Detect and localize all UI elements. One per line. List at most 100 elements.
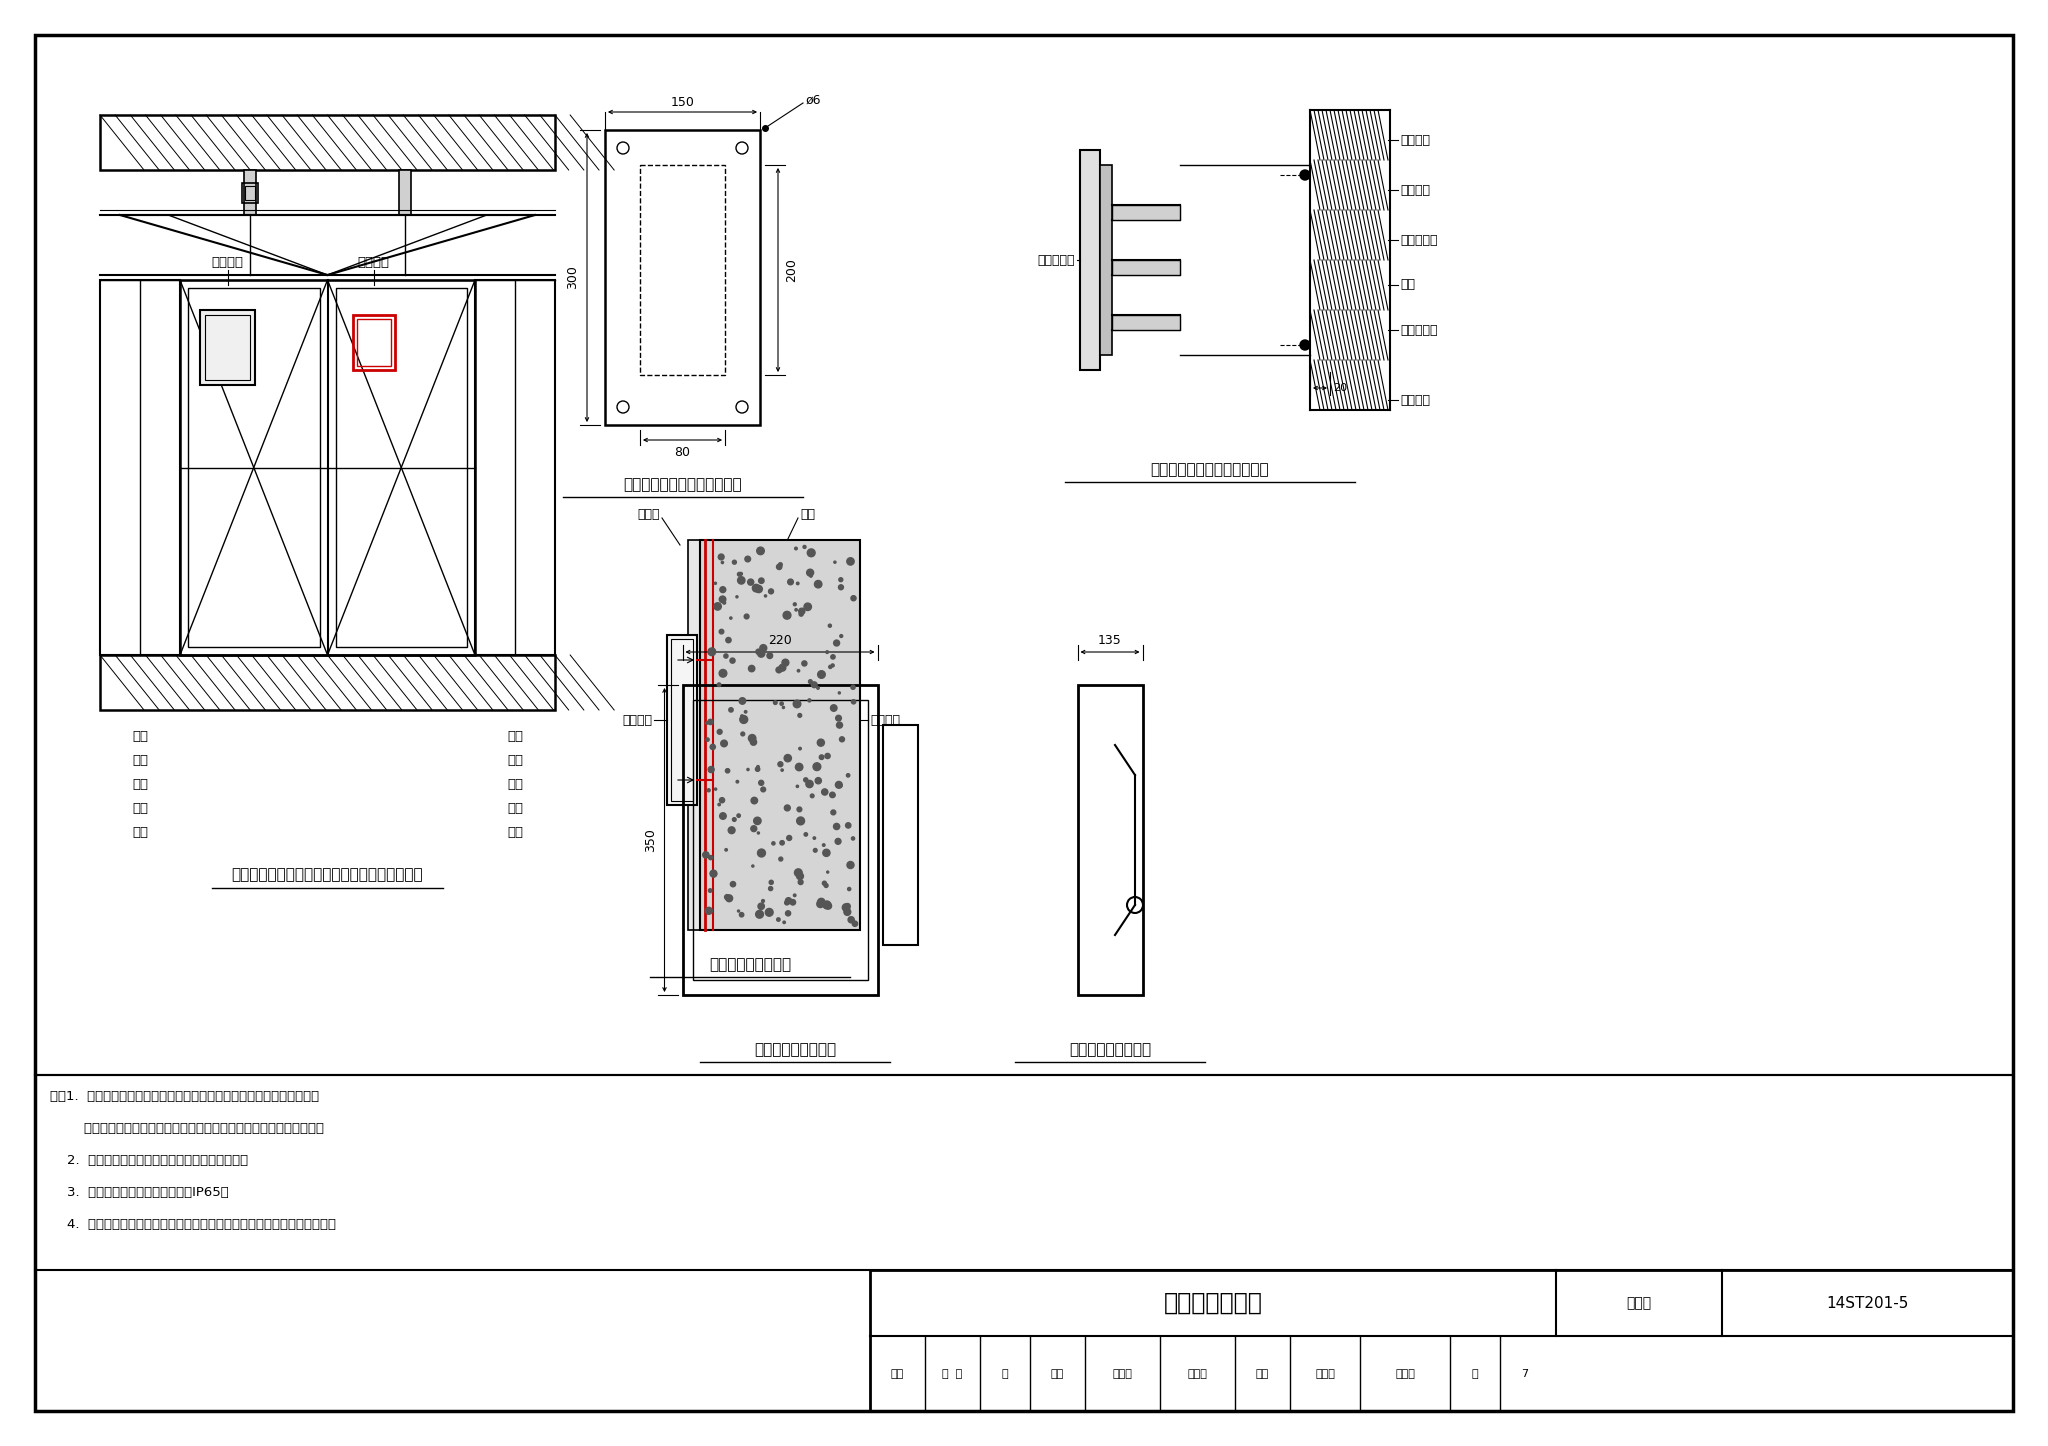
Circle shape	[735, 781, 739, 782]
Bar	[399, 171, 412, 215]
Text: 4.  区间电话机安装板应垂直于轨平面，且区间电话机安装不应超出界限。: 4. 区间电话机安装板应垂直于轨平面，且区间电话机安装不应超出界限。	[49, 1218, 336, 1231]
Circle shape	[817, 671, 825, 678]
Circle shape	[776, 667, 782, 672]
Circle shape	[817, 898, 825, 905]
Bar	[1079, 150, 1100, 370]
Circle shape	[741, 732, 745, 736]
Circle shape	[817, 687, 819, 690]
Circle shape	[758, 831, 760, 834]
Circle shape	[754, 817, 762, 824]
Text: 刘世杰: 刘世杰	[1315, 1368, 1335, 1378]
Circle shape	[707, 737, 709, 742]
Circle shape	[766, 908, 772, 917]
Circle shape	[834, 823, 840, 830]
Circle shape	[729, 827, 735, 834]
Circle shape	[758, 547, 764, 555]
Circle shape	[809, 680, 813, 684]
Circle shape	[803, 545, 807, 548]
Circle shape	[813, 849, 817, 852]
Bar	[672, 639, 692, 801]
Bar	[688, 539, 700, 930]
Circle shape	[717, 683, 721, 687]
Text: 300: 300	[567, 266, 580, 289]
Text: 隧道壁区间电话支架侧立面图: 隧道壁区间电话支架侧立面图	[1151, 463, 1270, 477]
Bar	[205, 315, 250, 380]
Circle shape	[729, 658, 735, 664]
Text: 膨胀螺栓: 膨胀螺栓	[870, 713, 899, 726]
Circle shape	[786, 911, 791, 915]
Circle shape	[743, 615, 750, 619]
Circle shape	[846, 823, 850, 829]
Bar	[100, 655, 555, 710]
Circle shape	[836, 722, 842, 729]
Circle shape	[739, 573, 743, 576]
Circle shape	[838, 691, 840, 694]
Text: 膨胀螺栓: 膨胀螺栓	[1401, 393, 1430, 406]
Bar	[639, 165, 725, 375]
Circle shape	[799, 609, 805, 615]
Bar	[668, 635, 696, 805]
Circle shape	[705, 722, 709, 724]
Text: 隧道壁区间电话支架正立面图: 隧道壁区间电话支架正立面图	[623, 477, 741, 493]
Circle shape	[793, 894, 797, 897]
Circle shape	[815, 778, 821, 784]
Circle shape	[821, 790, 827, 795]
Circle shape	[733, 560, 737, 564]
Circle shape	[836, 839, 842, 844]
Text: 要求: 要求	[508, 826, 522, 839]
Circle shape	[729, 707, 733, 711]
Text: 页: 页	[1473, 1368, 1479, 1378]
Circle shape	[717, 729, 723, 735]
Circle shape	[840, 635, 842, 638]
Bar	[242, 182, 258, 202]
Circle shape	[760, 645, 766, 652]
Circle shape	[797, 583, 799, 584]
Text: 安装: 安装	[508, 730, 522, 743]
Circle shape	[758, 765, 760, 768]
Circle shape	[784, 901, 788, 905]
Circle shape	[848, 888, 850, 891]
Circle shape	[795, 609, 797, 612]
Circle shape	[803, 661, 807, 667]
Text: 墙体: 墙体	[801, 509, 815, 522]
Circle shape	[719, 554, 725, 560]
Bar	[246, 185, 256, 200]
Text: 应急电话: 应急电话	[623, 713, 651, 726]
Circle shape	[795, 703, 799, 706]
Circle shape	[844, 904, 850, 910]
Bar	[100, 281, 180, 655]
Text: 图集号: 图集号	[1626, 1296, 1651, 1310]
Circle shape	[1300, 171, 1311, 179]
Circle shape	[825, 902, 831, 910]
Circle shape	[725, 769, 729, 774]
Circle shape	[772, 842, 774, 844]
Circle shape	[780, 701, 782, 706]
Circle shape	[756, 649, 762, 655]
Circle shape	[782, 659, 788, 667]
Circle shape	[745, 557, 750, 562]
Circle shape	[719, 669, 727, 677]
Text: 电话设备安装图: 电话设备安装图	[1163, 1291, 1262, 1314]
Circle shape	[797, 817, 805, 824]
Circle shape	[834, 561, 836, 564]
Circle shape	[852, 921, 858, 927]
Circle shape	[823, 844, 825, 846]
Bar	[352, 315, 395, 370]
Circle shape	[807, 570, 813, 576]
Bar	[475, 281, 555, 655]
Text: 张晓波: 张晓波	[1112, 1368, 1133, 1378]
Circle shape	[752, 865, 754, 868]
Circle shape	[809, 574, 813, 577]
Bar	[1112, 205, 1180, 220]
Text: 高度: 高度	[508, 753, 522, 766]
Circle shape	[721, 587, 725, 593]
Circle shape	[813, 837, 815, 839]
Circle shape	[838, 584, 844, 590]
Circle shape	[721, 740, 727, 746]
Circle shape	[778, 664, 786, 671]
Circle shape	[799, 612, 803, 616]
Circle shape	[831, 794, 836, 797]
Circle shape	[782, 612, 791, 619]
Text: 装修面: 装修面	[637, 509, 659, 522]
Circle shape	[719, 798, 725, 803]
